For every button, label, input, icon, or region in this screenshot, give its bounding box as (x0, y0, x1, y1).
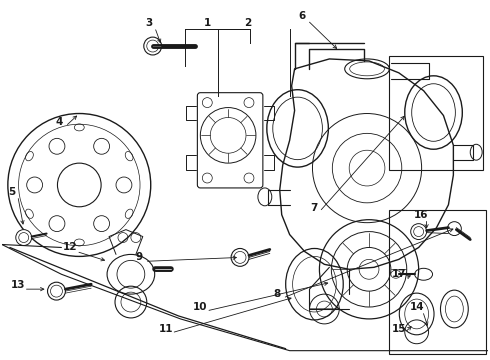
Text: 6: 6 (298, 11, 305, 21)
Circle shape (16, 230, 32, 246)
Text: 15: 15 (392, 324, 406, 334)
Text: 9: 9 (135, 252, 143, 262)
Circle shape (48, 282, 65, 300)
Text: 10: 10 (193, 302, 208, 312)
Text: 17: 17 (392, 269, 406, 279)
Text: 2: 2 (245, 18, 251, 28)
Bar (389, 210, 486, 354)
Text: 14: 14 (409, 302, 424, 312)
Circle shape (144, 37, 162, 55)
Circle shape (231, 248, 249, 266)
Text: 4: 4 (56, 117, 63, 127)
Text: 12: 12 (63, 243, 77, 252)
Text: 5: 5 (8, 187, 16, 197)
Text: 16: 16 (414, 210, 428, 220)
Text: 1: 1 (204, 18, 211, 28)
Text: 8: 8 (273, 289, 280, 299)
Text: 13: 13 (10, 280, 25, 290)
Text: 11: 11 (158, 324, 173, 334)
Circle shape (411, 224, 427, 239)
Text: 3: 3 (145, 18, 152, 28)
Bar (389, 56, 483, 170)
Text: 7: 7 (310, 203, 317, 213)
